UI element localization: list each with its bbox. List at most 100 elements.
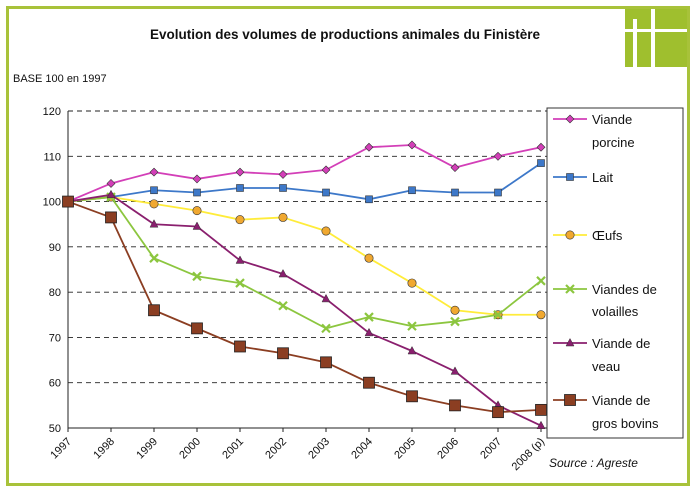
legend-swatch-marker (565, 284, 575, 294)
data-point (320, 356, 332, 369)
legend-label: Viandes de (592, 282, 657, 297)
x-tick-label: 1997 (48, 436, 74, 462)
data-point (536, 310, 546, 320)
data-point (406, 390, 418, 403)
data-point (321, 226, 331, 236)
y-tick-label: 100 (43, 197, 61, 209)
data-point (493, 151, 503, 161)
data-point (235, 255, 245, 264)
x-tick-label: 2006 (435, 436, 461, 462)
data-point (407, 321, 417, 331)
data-point (365, 195, 373, 204)
data-point (363, 376, 375, 389)
data-point (236, 184, 244, 192)
series-line (67, 196, 541, 316)
data-point (450, 305, 460, 315)
data-point (535, 403, 547, 416)
data-point (149, 167, 159, 177)
data-point (106, 179, 116, 188)
data-point (492, 406, 504, 419)
data-point (149, 253, 159, 263)
legend-swatch-marker (564, 394, 576, 406)
legend-swatch-marker (565, 114, 575, 124)
data-point (451, 188, 459, 197)
legend-label: veau (592, 359, 620, 374)
data-point (192, 174, 202, 184)
data-point (364, 142, 374, 152)
series-line (67, 196, 542, 330)
legend-label: Lait (592, 170, 613, 185)
data-point (150, 186, 158, 195)
series-1 (64, 159, 545, 206)
data-point (278, 268, 288, 278)
corner-decoration (625, 9, 687, 67)
legend-label: Viande (592, 112, 632, 127)
data-point (536, 420, 546, 429)
series-line (67, 200, 542, 414)
data-point (149, 219, 159, 228)
series-5 (62, 195, 547, 419)
data-point (321, 165, 331, 175)
data-point (149, 199, 159, 209)
axes: 50 60 70 80 90 100 110 120 1997 1998 1999 2000 2001 2… (43, 106, 547, 473)
data-point (235, 167, 245, 177)
legend-swatch-marker (566, 173, 574, 181)
data-point (105, 211, 117, 224)
legend: Viande porcine Lait Œufs Viandes de volailles… (546, 107, 684, 439)
series-0 (63, 140, 546, 206)
data-point (537, 159, 545, 167)
data-point (192, 271, 202, 282)
legend-label: Œufs (592, 228, 623, 243)
series-line (67, 162, 542, 203)
y-tick-label: 70 (49, 332, 61, 344)
x-tick-label: 2007 (478, 436, 504, 462)
legend-swatch-marker (565, 337, 575, 347)
x-tick-label: 2000 (177, 436, 203, 462)
grid (68, 110, 547, 384)
x-tick-label: 2008 (p) (510, 436, 547, 473)
data-point (450, 163, 460, 173)
data-point (192, 221, 202, 230)
data-point (536, 142, 546, 152)
data-point (148, 304, 160, 317)
x-tick-label: 2005 (392, 436, 418, 462)
data-point (407, 345, 417, 355)
data-point (364, 312, 374, 322)
legend-label: volailles (592, 304, 639, 319)
data-point (191, 322, 203, 335)
data-point (321, 293, 331, 303)
data-point (407, 140, 417, 150)
data-point (278, 300, 288, 311)
data-point (493, 310, 503, 320)
data-point (235, 215, 245, 225)
base-label: BASE 100 en 1997 (13, 73, 107, 85)
data-point (106, 189, 116, 199)
y-tick-label: 60 (49, 378, 61, 390)
data-point (450, 366, 460, 375)
data-point (278, 169, 288, 179)
data-point (536, 276, 546, 286)
data-point (322, 188, 330, 197)
data-point (450, 316, 460, 327)
x-tick-label: 2002 (263, 436, 289, 462)
data-point (278, 212, 288, 222)
data-point (449, 399, 461, 412)
y-tick-label: 50 (49, 423, 61, 435)
data-point (279, 184, 287, 192)
legend-label: Viande de (592, 336, 650, 351)
y-tick-label: 90 (49, 242, 61, 254)
data-point (494, 188, 502, 197)
data-point (321, 323, 331, 334)
series-line (67, 144, 542, 203)
x-tick-label: 2003 (306, 436, 332, 462)
chart-title: Evolution des volumes de productions ani… (150, 27, 541, 42)
series-line (67, 193, 542, 427)
data-point (234, 340, 246, 353)
data-point (277, 347, 289, 360)
data-point (192, 206, 202, 216)
y-tick-label: 110 (43, 151, 61, 163)
x-tick-label: 1999 (134, 436, 160, 462)
data-point (193, 188, 201, 197)
legend-label: gros bovins (592, 416, 659, 431)
